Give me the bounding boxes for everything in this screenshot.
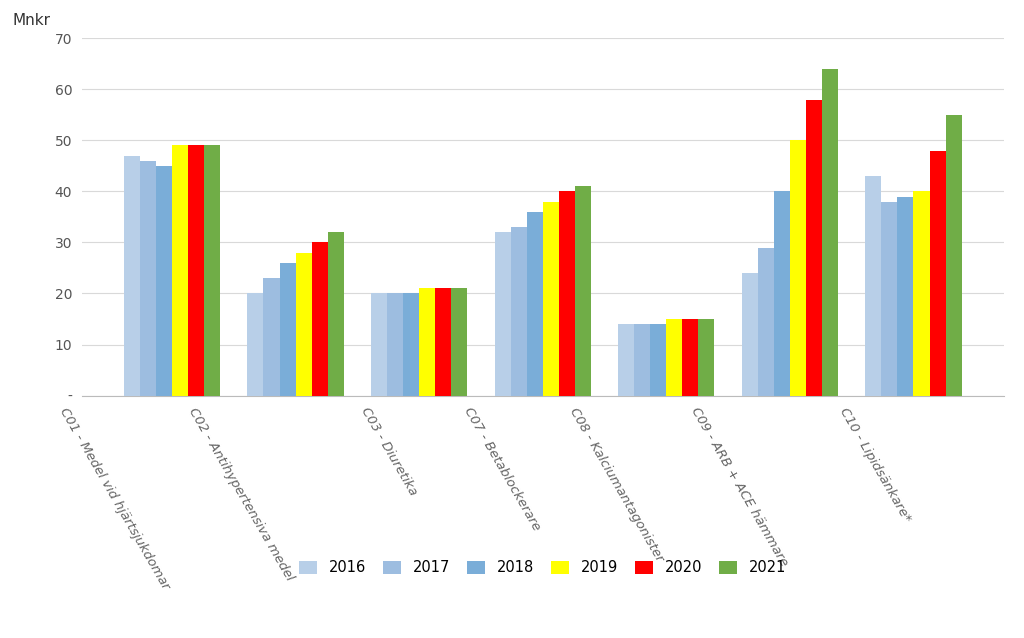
Bar: [263, 278, 280, 396]
Bar: [204, 145, 220, 396]
Bar: [387, 293, 403, 396]
Bar: [758, 248, 774, 396]
Bar: [774, 191, 790, 396]
Bar: [188, 145, 204, 396]
Bar: [328, 232, 344, 396]
Bar: [543, 202, 559, 396]
Bar: [822, 69, 838, 396]
Bar: [945, 115, 962, 396]
Bar: [897, 197, 913, 396]
Bar: [865, 176, 882, 396]
Legend: 2016, 2017, 2018, 2019, 2020, 2021: 2016, 2017, 2018, 2019, 2020, 2021: [292, 553, 794, 582]
Bar: [913, 191, 930, 396]
Bar: [495, 232, 511, 396]
Bar: [156, 166, 172, 396]
Bar: [172, 145, 188, 396]
Bar: [124, 156, 140, 396]
Bar: [435, 288, 452, 396]
Bar: [559, 191, 574, 396]
Bar: [667, 319, 682, 396]
Bar: [930, 151, 945, 396]
Bar: [140, 161, 156, 396]
Bar: [280, 263, 296, 396]
Text: Mnkr: Mnkr: [12, 13, 51, 27]
Bar: [403, 293, 419, 396]
Bar: [882, 202, 897, 396]
Bar: [634, 324, 650, 396]
Bar: [452, 288, 467, 396]
Bar: [650, 324, 667, 396]
Bar: [526, 212, 543, 396]
Bar: [698, 319, 715, 396]
Bar: [806, 100, 822, 396]
Bar: [248, 293, 263, 396]
Bar: [790, 140, 806, 396]
Bar: [574, 186, 591, 396]
Bar: [311, 242, 328, 396]
Bar: [371, 293, 387, 396]
Bar: [741, 273, 758, 396]
Bar: [419, 288, 435, 396]
Bar: [618, 324, 634, 396]
Bar: [682, 319, 698, 396]
Bar: [296, 253, 311, 396]
Bar: [511, 227, 526, 396]
